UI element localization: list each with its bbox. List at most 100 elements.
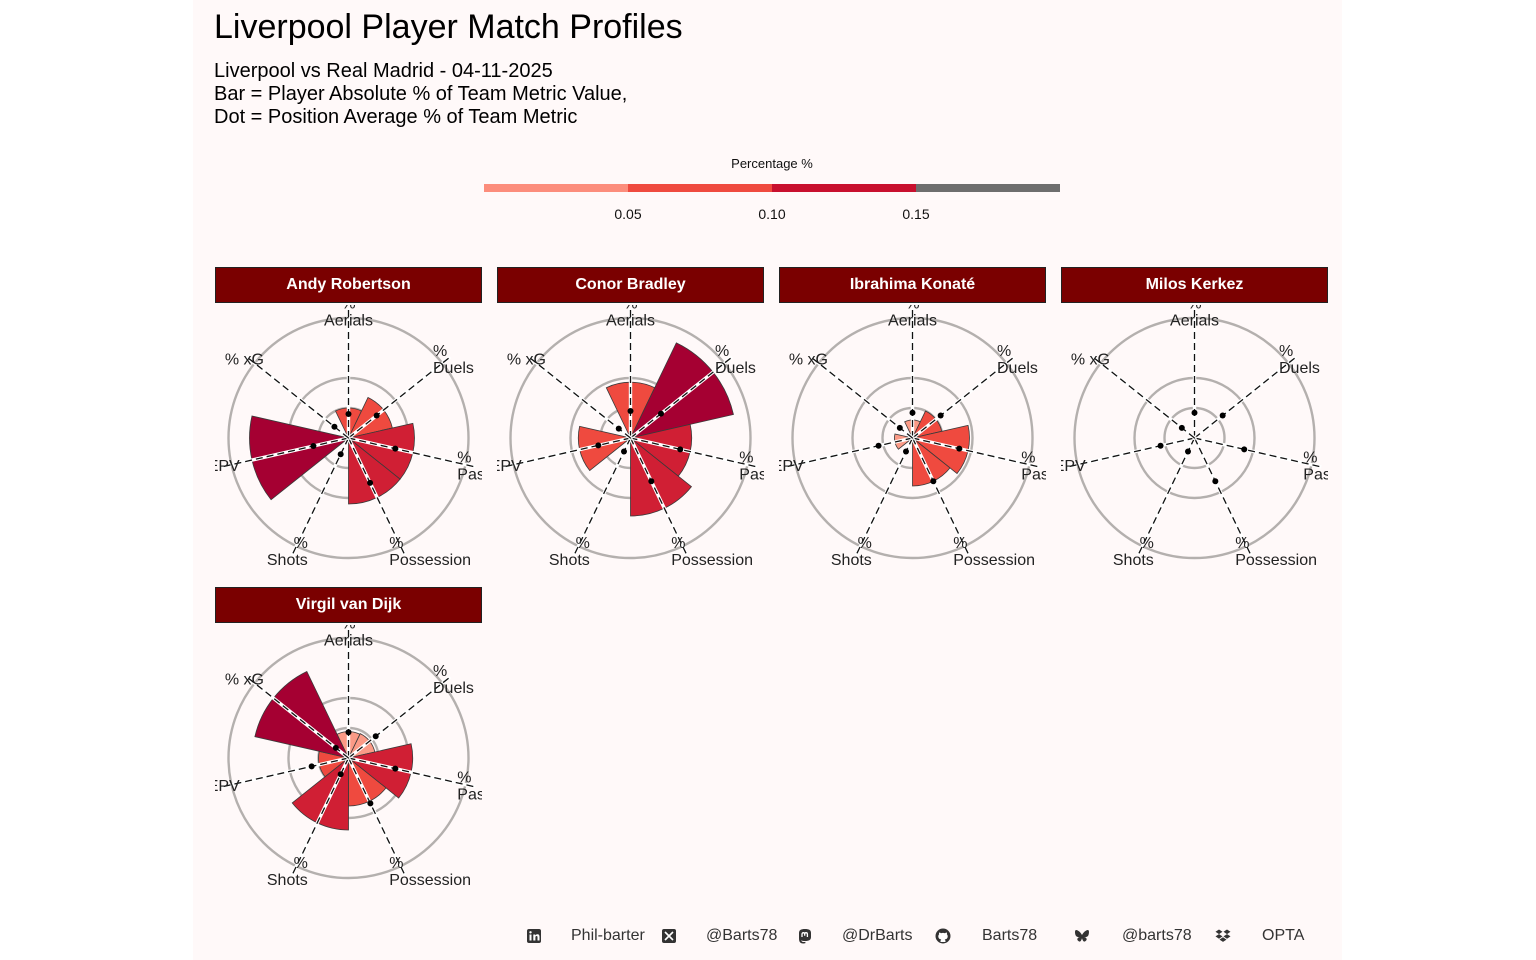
metric-axis-label-line: Possession: [671, 552, 753, 569]
spoke-halo: [785, 436, 913, 469]
metric-axis-label: % Shots: [831, 535, 872, 569]
footer-linkedin-handle: Phil-barter: [571, 927, 645, 944]
metric-axis-label-line: Duels: [433, 680, 474, 697]
metric-axis-label: % Shots: [549, 535, 590, 569]
metric-axis-label-line: %: [858, 535, 872, 552]
linkedin-icon: [527, 929, 541, 943]
polar-chart-panel: %Aerials%Duels%Passes%Possession%Shots% …: [215, 305, 482, 569]
metric-axis-label-line: Aerials: [1170, 313, 1219, 330]
polar-chart-panel: %Aerials%Duels%Passes%Possession%Shots% …: [497, 305, 764, 569]
position-average-dot: [372, 733, 379, 740]
position-average-dot: [595, 442, 602, 449]
metric-axis-label: %Aerials: [324, 305, 373, 330]
metric-axis-label-line: Shots: [1113, 552, 1154, 569]
metric-axis-label: % Duels: [433, 343, 474, 377]
position-average-dot: [956, 445, 963, 452]
legend-colorbar: [484, 184, 1060, 192]
spoke-halo: [347, 355, 452, 440]
legend-tick-label: 0.10: [758, 206, 786, 222]
legend-color-segment: [916, 184, 1060, 192]
x-twitter-icon: [662, 929, 676, 943]
metric-axis-label: % Duels: [1279, 343, 1320, 377]
spoke-halo: [1091, 355, 1196, 440]
metric-axis-label-line: Aerials: [606, 313, 655, 330]
metric-axis-label-line: % xG: [225, 671, 264, 688]
metric-axis-label-line: % xG: [225, 351, 264, 368]
position-average-dot: [1212, 478, 1219, 485]
position-average-dot: [930, 478, 937, 485]
chart-subtitle: Liverpool vs Real Madrid - 04-11-2025 Ba…: [214, 60, 627, 129]
bluesky-icon: [1075, 929, 1089, 942]
spoke-halo: [347, 675, 452, 760]
position-average-dot: [875, 442, 882, 449]
metric-axis-label: %Passes: [457, 450, 482, 484]
metric-axis-label: % Shots: [267, 855, 308, 889]
metric-axis-label-line: %: [341, 625, 355, 633]
metric-axis-label-line: Possession: [389, 872, 471, 889]
metric-axis-label: % EPV: [215, 778, 240, 795]
chart-title: Liverpool Player Match Profiles: [214, 8, 683, 46]
metric-axis-label: % xG: [225, 351, 264, 368]
footer-mastodon-handle: @DrBarts: [842, 927, 913, 944]
position-average-dot: [310, 443, 317, 450]
spoke-halo: [290, 757, 351, 876]
position-average-dot: [337, 451, 344, 458]
panel-strip: Ibrahima Konaté: [779, 267, 1046, 303]
position-average-dot: [345, 729, 352, 736]
position-average-dot: [308, 763, 315, 770]
mastodon-icon: [799, 929, 811, 944]
metric-axis-label-line: %: [389, 535, 403, 552]
spoke-halo: [809, 355, 914, 440]
metric-axis-label-line: %: [671, 535, 685, 552]
spoke-halo: [346, 757, 407, 876]
metric-axis-label: % xG: [507, 351, 546, 368]
position-average-dot: [332, 744, 339, 751]
metric-axis-label-line: % EPV: [497, 458, 522, 475]
metric-axis-label: %Passes: [1021, 450, 1046, 484]
metric-axis-label: % xG: [1071, 351, 1110, 368]
metric-axis-label-line: Passes: [1021, 467, 1046, 484]
metric-axis-label-line: %: [1021, 450, 1035, 467]
metric-axis-label-line: Passes: [457, 467, 482, 484]
metric-axis-label-line: %: [623, 305, 637, 313]
metric-axis-label-line: % EPV: [215, 458, 240, 475]
metric-axis-label-line: Aerials: [324, 633, 373, 650]
metric-axis-label: % EPV: [779, 458, 804, 475]
spoke-halo: [348, 436, 476, 469]
metric-axis-label: %Passes: [457, 770, 482, 804]
metric-axis-label: % xG: [225, 671, 264, 688]
metric-axis-label-line: %: [905, 305, 919, 313]
metric-axis-label-line: %: [389, 855, 403, 872]
metric-axis-label-line: %: [1235, 535, 1249, 552]
metric-axis-label-line: %: [457, 770, 471, 787]
metric-axis-label-line: %: [341, 305, 355, 313]
footer-bluesky-handle: @barts78: [1122, 927, 1192, 944]
metric-axis-label-line: %: [433, 663, 447, 680]
metric-axis-label: % Possession: [389, 535, 471, 569]
metric-axis-label: % Possession: [389, 855, 471, 889]
position-average-dot: [1219, 412, 1226, 419]
spoke-halo: [912, 436, 1040, 469]
position-average-dot: [1241, 446, 1248, 453]
metric-axis-label: %Aerials: [888, 305, 937, 330]
metric-axis-label-line: %: [294, 535, 308, 552]
metric-axis-label-line: Possession: [953, 552, 1035, 569]
metric-axis-label-line: %: [1140, 535, 1154, 552]
spoke-halo: [221, 756, 349, 789]
metric-axis-label-line: %: [433, 343, 447, 360]
metric-axis-label-line: %: [457, 450, 471, 467]
metric-axis-label-line: %: [953, 535, 967, 552]
metric-axis-label: %Passes: [739, 450, 764, 484]
metric-axis-label-line: Passes: [457, 787, 482, 804]
spoke-halo: [527, 355, 632, 440]
panel-strip: Conor Bradley: [497, 267, 764, 303]
spoke-halo: [630, 436, 758, 469]
subtitle-line: Bar = Player Absolute % of Team Metric V…: [214, 83, 628, 105]
metric-axis-label-line: Shots: [267, 552, 308, 569]
metric-axis-label-line: Duels: [1279, 360, 1320, 377]
metric-axis-label: %Aerials: [606, 305, 655, 330]
polar-chart-panel: %Aerials%Duels%Passes%Possession%Shots% …: [779, 305, 1046, 569]
spoke-halo: [1194, 436, 1322, 469]
position-average-dot: [331, 423, 338, 430]
spoke-halo: [1136, 437, 1197, 556]
